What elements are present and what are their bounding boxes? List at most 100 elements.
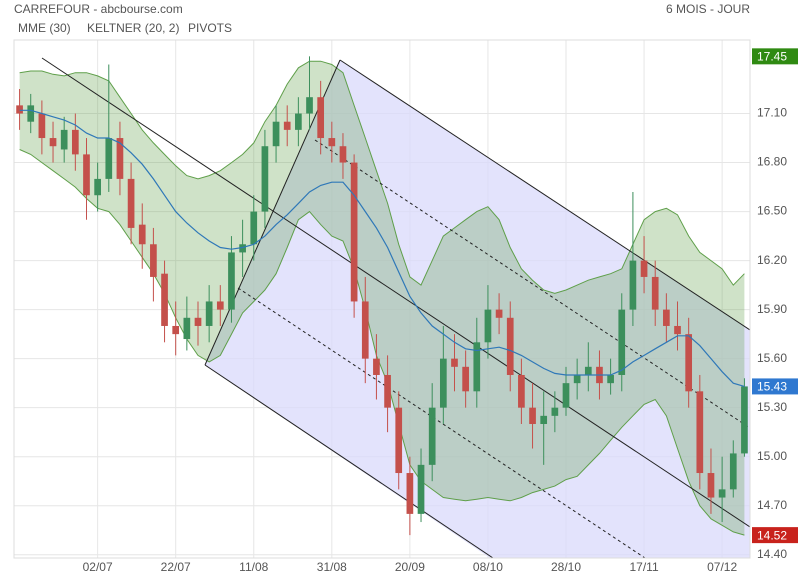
candle-body — [685, 334, 693, 392]
legend-entry: MME (30) — [18, 21, 71, 35]
candle-body — [696, 391, 704, 474]
candle-body — [729, 453, 737, 490]
candle-body — [674, 325, 681, 335]
price-tag — [752, 48, 798, 65]
candle-body — [484, 309, 492, 343]
candle-body — [518, 374, 525, 408]
pivots — [19, 57, 750, 558]
x-tick-label: 17/11 — [629, 560, 658, 574]
x-tick-label: 02/07 — [83, 560, 113, 574]
candle-body — [283, 121, 291, 130]
candle-body — [451, 358, 458, 367]
candle-body — [317, 97, 325, 139]
candle-body — [529, 407, 536, 425]
candle-body — [250, 211, 258, 245]
candle-body — [395, 407, 403, 474]
candle-body — [506, 317, 514, 375]
candle-body — [60, 129, 68, 150]
candle-body — [373, 358, 380, 375]
mme-line — [19, 109, 745, 387]
candle-body — [161, 273, 168, 326]
y-tick-label: 15.60 — [757, 351, 787, 365]
candle-body — [94, 178, 101, 196]
y-tick-label: 15.30 — [757, 400, 787, 414]
y-tick-label: 14.40 — [757, 547, 787, 561]
candle-body — [16, 105, 23, 114]
candle-body — [261, 146, 269, 212]
candle-body — [205, 301, 213, 326]
candle-body — [105, 138, 113, 179]
candle-body — [417, 464, 425, 514]
candle-body — [618, 309, 626, 375]
pivot-channel — [205, 60, 750, 558]
candle-body — [462, 366, 469, 392]
legend-entry: PIVOTS — [188, 21, 232, 35]
candle-body — [150, 244, 157, 277]
candle-body — [651, 276, 659, 310]
candle-body — [49, 138, 57, 147]
y-tick-label: 16.20 — [757, 253, 787, 267]
candle-body — [83, 154, 90, 196]
x-tick-label: 07/12 — [707, 560, 737, 574]
candle-body — [562, 383, 570, 408]
y-tick-label: 17.10 — [757, 106, 787, 120]
candle-body — [361, 301, 369, 359]
candle-body — [306, 97, 313, 114]
price-tag-label: 17.45 — [757, 50, 787, 64]
candle-body — [551, 407, 559, 416]
candle-body — [384, 374, 391, 408]
x-tick-label: 22/07 — [161, 560, 191, 574]
plot-frame — [13, 39, 751, 559]
candle-body — [328, 138, 336, 147]
y-tick-label: 16.50 — [757, 204, 787, 218]
candle-body — [439, 358, 447, 408]
x-tick-label: 31/08 — [317, 560, 347, 574]
keltner-band — [19, 60, 745, 536]
pivot-line — [41, 57, 750, 528]
candle-body — [216, 301, 224, 310]
price-tag-label: 14.52 — [757, 528, 787, 542]
candle-body — [428, 407, 436, 465]
x-tick-label: 11/08 — [239, 560, 268, 574]
candle-body — [228, 252, 235, 310]
price-tag-label: 15.43 — [757, 380, 787, 394]
candle-body — [295, 113, 302, 130]
y-tick-label: 15.00 — [757, 449, 787, 463]
pivot-line — [339, 59, 750, 331]
candle-body — [38, 113, 46, 139]
candle-body — [272, 121, 280, 147]
candle-body — [607, 374, 614, 384]
candle-body — [194, 317, 202, 326]
keltner-fill — [19, 61, 745, 536]
y-tick-label: 16.80 — [757, 155, 787, 169]
candle-body — [183, 317, 191, 340]
candle-body — [127, 178, 135, 228]
candle-body — [27, 105, 35, 122]
pivot-line — [314, 139, 750, 429]
candle-body — [540, 415, 548, 425]
candle-body — [239, 244, 246, 253]
candle-body — [663, 309, 670, 326]
candle-body — [406, 473, 414, 514]
candle-body — [573, 374, 581, 384]
x-tick-label: 08/10 — [473, 560, 503, 574]
candle-body — [707, 473, 715, 498]
keltner-upper — [19, 60, 745, 294]
candle-body — [640, 260, 648, 277]
candle-body — [741, 386, 748, 454]
candle-body — [172, 325, 180, 335]
candle-body — [495, 309, 503, 318]
candle-body — [71, 129, 79, 155]
x-tick-label: 20/09 — [395, 560, 425, 574]
candle-body — [339, 146, 347, 163]
keltner-lower — [19, 149, 745, 536]
candle-body — [584, 366, 592, 375]
candle-body — [629, 260, 637, 310]
candle-body — [116, 138, 124, 179]
candle-body — [138, 224, 146, 245]
series — [16, 56, 748, 536]
candle-body — [473, 342, 481, 392]
chart-title: CARREFOUR - abcbourse.com — [14, 2, 183, 16]
